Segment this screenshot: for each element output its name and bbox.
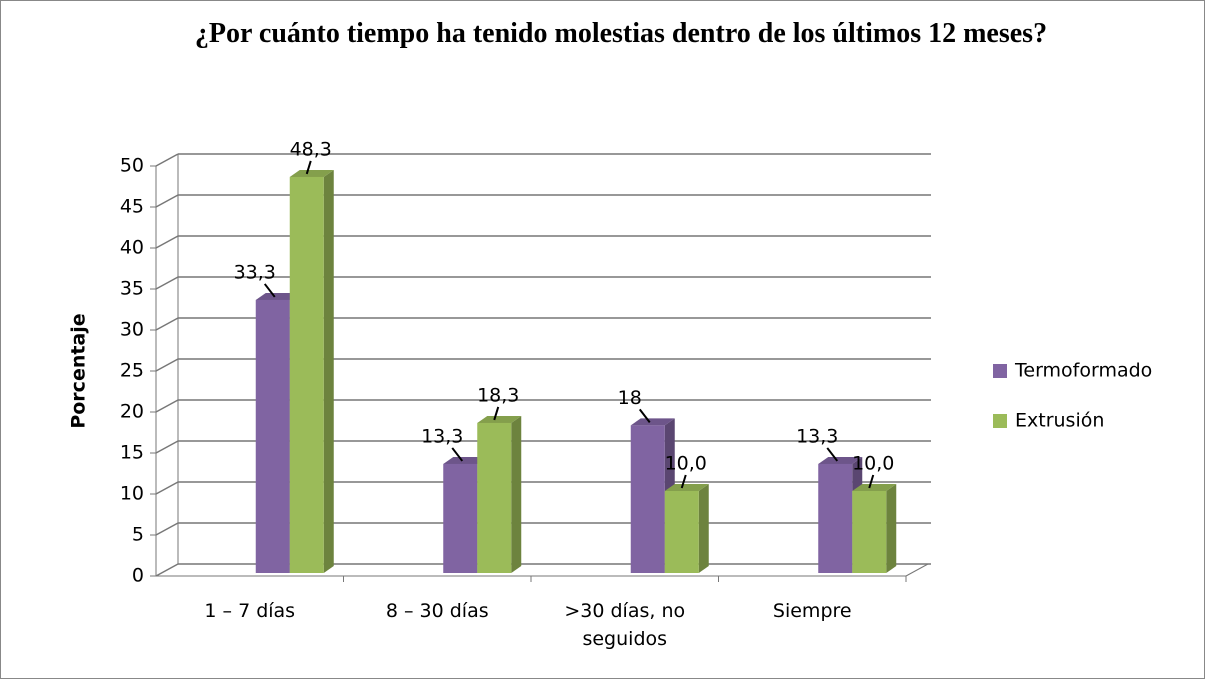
data-label: 48,3: [290, 138, 332, 160]
y-tick-label: 10: [120, 483, 144, 505]
y-tick-label: 50: [120, 155, 144, 177]
bar: [443, 463, 478, 573]
grid-line: [155, 440, 179, 454]
bar-side: [886, 484, 897, 573]
bar-top: [289, 169, 334, 177]
floor-edge: [905, 563, 929, 577]
bar-top: [664, 484, 709, 491]
data-label: 10,0: [852, 453, 894, 475]
grid-line: [155, 153, 179, 167]
legend-label: Termoformado: [1014, 360, 1152, 382]
y-tick-label: 5: [132, 524, 144, 546]
bar-side: [323, 169, 334, 573]
y-tick-label: 20: [120, 401, 144, 423]
x-tick-label: >30 días, no seguidos: [564, 600, 686, 650]
bar-top: [255, 292, 300, 300]
grid-line: [155, 399, 179, 413]
bar-side: [698, 484, 709, 573]
legend-swatch: [993, 414, 1007, 428]
leader-line: [680, 474, 687, 489]
bar: [255, 299, 290, 573]
leader-line: [305, 160, 312, 175]
data-label: 13,3: [796, 425, 838, 447]
x-tick-label: 8 – 30 días: [385, 600, 489, 622]
grid-line: [155, 194, 179, 208]
grid-line: [155, 276, 179, 290]
leader-line: [826, 447, 839, 462]
x-tick-label: 1 – 7 días: [204, 600, 296, 622]
bar-top: [630, 418, 675, 426]
legend-label: Extrusión: [1015, 410, 1104, 432]
grid-line: [155, 317, 179, 331]
data-label: 13,3: [421, 425, 463, 447]
grid-line: [155, 481, 179, 495]
data-label: 33,3: [234, 261, 276, 283]
data-label: 18,3: [477, 384, 519, 406]
leader-line: [638, 408, 651, 424]
data-label: 10,0: [665, 453, 707, 475]
y-tick-label: 40: [120, 237, 144, 259]
legend-swatch: [993, 364, 1007, 378]
bar: [477, 422, 512, 573]
bar: [852, 491, 887, 573]
leader-line: [263, 283, 276, 298]
bar-top: [818, 456, 863, 464]
y-tick-label: 25: [120, 360, 144, 382]
leader-line: [868, 474, 875, 489]
bar-top: [443, 456, 488, 464]
grid-line: [155, 235, 179, 249]
bar-top: [477, 415, 522, 423]
data-label: 18: [618, 387, 642, 409]
y-tick-label: 35: [120, 278, 144, 300]
grid-line: [155, 358, 179, 372]
y-tick-label: 30: [120, 319, 144, 341]
y-axis-label: Porcentaje: [68, 313, 90, 428]
chart-title: ¿Por cuánto tiempo ha tenido molestias d…: [194, 18, 1048, 49]
y-tick-label: 15: [120, 442, 144, 464]
leader-line: [493, 406, 500, 421]
grid-line: [155, 563, 179, 577]
bar: [630, 425, 665, 573]
x-tick-label: Siempre: [772, 600, 852, 622]
bar: [664, 491, 699, 573]
y-tick-label: 0: [132, 565, 144, 587]
grid-line: [155, 522, 179, 536]
bar: [289, 176, 324, 573]
bar-side: [511, 415, 522, 573]
bar: [818, 463, 853, 573]
leader-line: [451, 447, 464, 462]
bar-top: [852, 484, 897, 491]
y-tick-label: 45: [120, 196, 144, 218]
